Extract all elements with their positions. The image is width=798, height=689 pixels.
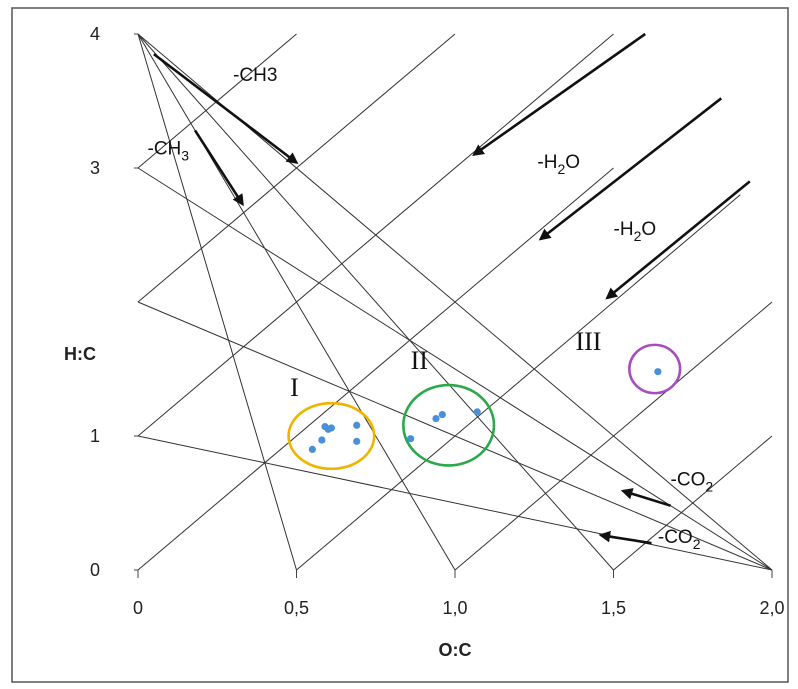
data-points <box>308 368 662 453</box>
arrow-6 <box>598 530 652 545</box>
arrow-5 <box>620 488 671 507</box>
y-tick-label-1: 1 <box>90 426 100 446</box>
cluster-ellipse-I <box>287 401 376 471</box>
cluster-ellipse-III <box>628 343 682 395</box>
y-tick-label-2: 3 <box>90 158 100 178</box>
annotation-4: -CO2 <box>671 470 714 495</box>
y-axis-ticks: 0 1 3 4 <box>90 24 138 580</box>
arrow-3 <box>538 97 723 241</box>
arrow-2 <box>472 32 646 156</box>
x-tick-label-1: 0,5 <box>284 598 309 618</box>
annotation-0: -CH3 <box>233 65 277 86</box>
cluster-label-III: III <box>575 327 601 356</box>
data-point-8 <box>432 414 440 423</box>
reference-line-4 <box>137 167 773 571</box>
annotation-2: -H2O <box>537 152 580 177</box>
x-tick-label-3: 1,5 <box>601 598 626 618</box>
x-axis-title: O:C <box>439 640 472 660</box>
reference-line-2 <box>137 33 614 571</box>
x-tick-label-0: 0 <box>133 598 143 618</box>
data-point-0 <box>308 445 316 453</box>
arrow-4 <box>605 180 751 300</box>
x-tick-label-4: 2,0 <box>759 598 784 618</box>
data-point-9 <box>438 410 446 419</box>
cluster-ellipse-II <box>402 383 496 467</box>
y-tick-label-3: 4 <box>90 24 100 44</box>
chart-frame <box>11 7 789 683</box>
y-tick-label-0: 0 <box>90 560 100 580</box>
data-point-6 <box>353 437 361 445</box>
annotations: -CH3 -CH3 -H2O -H2O -CO2 -CO2 <box>148 65 714 552</box>
cluster-label-II: II <box>411 346 428 375</box>
reference-line-6 <box>137 435 773 571</box>
y-axis-title: H:C <box>64 344 96 364</box>
x-tick-label-2: 1,0 <box>442 598 467 618</box>
annotation-5: -CO2 <box>658 527 701 552</box>
reference-line-9 <box>137 33 456 303</box>
data-point-4 <box>327 424 335 432</box>
reference-line-12 <box>454 301 773 571</box>
reference-line-11 <box>296 194 741 571</box>
annotation-3: -H2O <box>614 219 657 244</box>
data-point-5 <box>353 421 361 429</box>
reference-lines <box>137 33 773 571</box>
x-axis-ticks: 0 0,5 1,0 1,5 2,0 <box>133 570 785 618</box>
arrow-1 <box>193 129 244 207</box>
reference-line-13 <box>613 435 773 571</box>
reference-line-8 <box>137 33 614 437</box>
data-point-7 <box>407 435 415 443</box>
data-point-10 <box>473 408 481 416</box>
data-point-11 <box>654 368 662 376</box>
data-point-1 <box>318 436 326 444</box>
arrows <box>153 32 751 545</box>
cluster-label-I: I <box>290 373 299 402</box>
annotation-1: -CH3 <box>148 139 190 164</box>
arrow-0 <box>153 53 299 165</box>
reference-line-0 <box>137 33 297 571</box>
reference-line-7 <box>137 167 614 571</box>
